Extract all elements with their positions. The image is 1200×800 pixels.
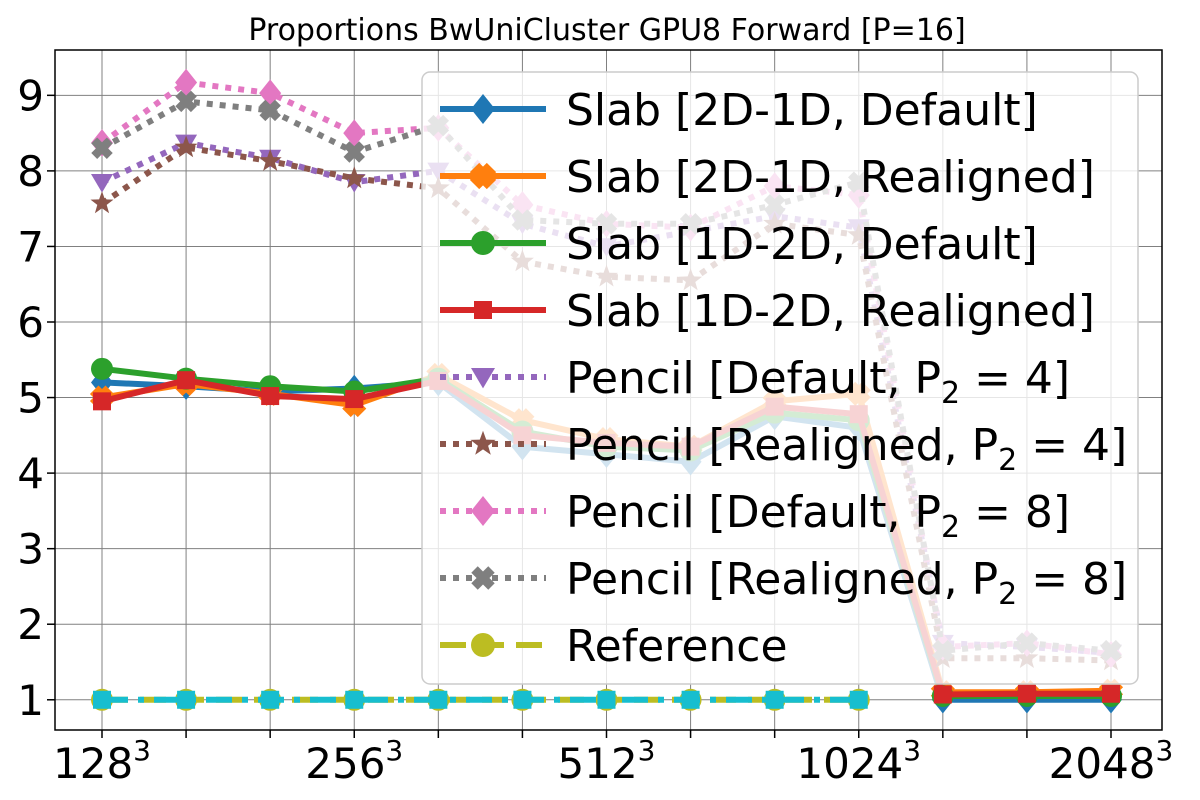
x-tick-label: 20483 — [1049, 734, 1174, 788]
legend-label: Slab [1D-2D, Default] — [566, 219, 1038, 270]
legend-label: Reference — [566, 621, 788, 672]
legend-marker — [471, 566, 495, 590]
legend-marker — [469, 162, 497, 190]
x-tick-label: 10243 — [796, 734, 921, 788]
data-point — [345, 690, 364, 709]
y-tick-label: 8 — [17, 147, 44, 196]
data-point — [345, 390, 364, 409]
x-axis: 1283 2563 5123 10243 20483 — [53, 730, 1173, 788]
chart-title: Proportions BwUniCluster GPU8 Forward [P… — [248, 13, 965, 48]
data-point — [93, 690, 111, 709]
legend-marker — [471, 94, 495, 124]
data-point — [597, 690, 616, 709]
data-point — [513, 690, 532, 709]
legend-label: Slab [2D-1D, Default] — [566, 85, 1038, 136]
legend-marker — [471, 633, 495, 657]
legend-label: Pencil [Realigned, P2 = 4] — [566, 420, 1127, 478]
legend-label: Slab [2D-1D, Realigned] — [566, 152, 1095, 203]
legend-item: Slab [1D-2D, Realigned] — [440, 286, 1095, 337]
data-point — [849, 690, 868, 709]
data-point — [261, 387, 280, 406]
legend-item: Pencil [Realigned, P2 = 4] — [440, 420, 1127, 478]
legend-item: Pencil [Default, P2 = 8] — [440, 487, 1070, 545]
data-point — [765, 690, 784, 709]
legend-label: Slab [1D-2D, Realigned] — [566, 286, 1095, 337]
data-point — [1102, 684, 1120, 703]
data-point — [343, 141, 365, 163]
legend-item: Slab [2D-1D, Default] — [440, 85, 1038, 136]
y-axis: 1 2 3 4 5 6 7 8 9 — [17, 71, 55, 725]
legend-box — [421, 71, 1139, 685]
y-tick-label: 3 — [17, 525, 44, 574]
data-point — [175, 90, 197, 113]
legend-item: Reference — [440, 621, 788, 672]
y-tick-label: 9 — [17, 71, 44, 120]
legend-marker — [470, 430, 496, 455]
data-point — [261, 690, 280, 709]
x-tick-label: 1283 — [53, 734, 151, 788]
data-point — [91, 357, 113, 380]
legend-item: Pencil [Default, P2 = 4] — [440, 353, 1070, 411]
data-point — [343, 119, 366, 147]
y-tick-label: 4 — [17, 449, 44, 498]
legend-label: Pencil [Realigned, P2 = 8] — [566, 554, 1127, 612]
y-tick-label: 7 — [17, 222, 44, 271]
data-point — [259, 99, 281, 122]
data-point — [177, 371, 196, 390]
data-point — [174, 135, 198, 158]
data-point — [259, 79, 282, 107]
legend-marker — [471, 496, 495, 526]
legend-marker — [471, 231, 495, 255]
legend-marker — [471, 368, 495, 389]
data-point — [681, 690, 700, 709]
y-tick-label: 1 — [17, 676, 44, 725]
data-point — [175, 68, 198, 97]
legend: Slab [2D-1D, Default] Slab [2D-1D, Realig… — [421, 71, 1139, 685]
data-point — [91, 173, 113, 193]
data-point — [258, 149, 282, 171]
series-10 — [93, 690, 868, 709]
data-point — [429, 690, 448, 709]
data-point — [933, 685, 952, 704]
legend-item: Slab [2D-1D, Realigned] — [440, 152, 1095, 203]
data-point — [90, 191, 114, 214]
y-tick-label: 5 — [17, 374, 44, 423]
plot-frame — [54, 49, 1163, 731]
legend-label: Pencil [Default, P2 = 8] — [566, 487, 1070, 545]
x-tick-label: 5123 — [558, 734, 656, 788]
y-tick-label: 6 — [17, 298, 44, 347]
data-point — [1017, 684, 1036, 703]
legend-label: Pencil [Default, P2 = 4] — [566, 353, 1070, 411]
x-tick-label: 2563 — [305, 734, 403, 788]
data-point — [91, 137, 113, 159]
legend-marker — [474, 301, 492, 319]
data-point — [93, 392, 111, 411]
legend-item: Slab [1D-2D, Default] — [440, 219, 1038, 270]
legend-item: Pencil [Realigned, P2 = 8] — [440, 554, 1127, 612]
data-point — [177, 690, 196, 709]
y-tick-label: 2 — [17, 600, 44, 649]
data-point — [342, 166, 366, 189]
